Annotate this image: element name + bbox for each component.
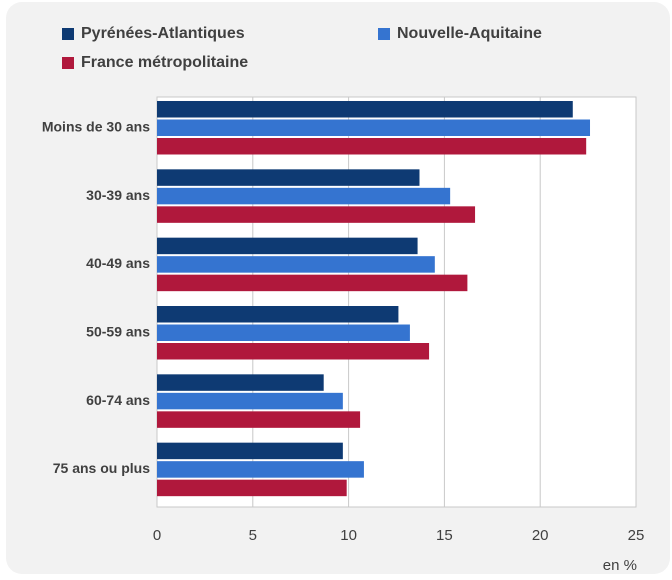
- legend-swatch: [62, 57, 74, 69]
- bar: [157, 237, 418, 255]
- bar: [157, 442, 343, 460]
- y-tick-label: 60-74 ans: [86, 392, 150, 408]
- x-tick-label: 25: [628, 527, 645, 544]
- y-tick-label: 50-59 ans: [86, 323, 150, 339]
- x-tick-label: 15: [436, 527, 453, 544]
- bar: [157, 411, 361, 428]
- y-tick-label: 30-39 ans: [86, 187, 150, 203]
- y-tick-label: Moins de 30 ans: [42, 118, 150, 134]
- bar: [157, 256, 435, 273]
- x-axis-label: en %: [603, 557, 637, 574]
- bar: [157, 187, 451, 205]
- bar: [157, 461, 364, 478]
- bar: [157, 306, 399, 323]
- x-tick-label: 10: [340, 527, 357, 544]
- x-tick-label: 5: [249, 527, 257, 544]
- y-tick-label: 75 ans ou plus: [53, 460, 150, 476]
- legend-swatch: [378, 28, 390, 40]
- y-tick-label: 40-49 ans: [86, 255, 150, 271]
- bar: [157, 479, 347, 497]
- bar: [157, 169, 420, 186]
- bar: [157, 343, 430, 360]
- bar: [157, 274, 468, 292]
- bar: [157, 324, 410, 341]
- bar: [157, 392, 343, 410]
- legend-label: Nouvelle-Aquitaine: [397, 25, 542, 42]
- bar: [157, 206, 476, 223]
- legend-label: Pyrénées-Atlantiques: [81, 25, 245, 42]
- bar: [157, 374, 324, 391]
- bar: [157, 138, 587, 155]
- bar: [157, 119, 591, 136]
- x-tick-label: 0: [153, 527, 161, 544]
- bar: [157, 101, 573, 118]
- legend-swatch: [62, 28, 74, 40]
- legend-label: France métropolitaine: [81, 54, 248, 71]
- x-tick-label: 20: [532, 527, 549, 544]
